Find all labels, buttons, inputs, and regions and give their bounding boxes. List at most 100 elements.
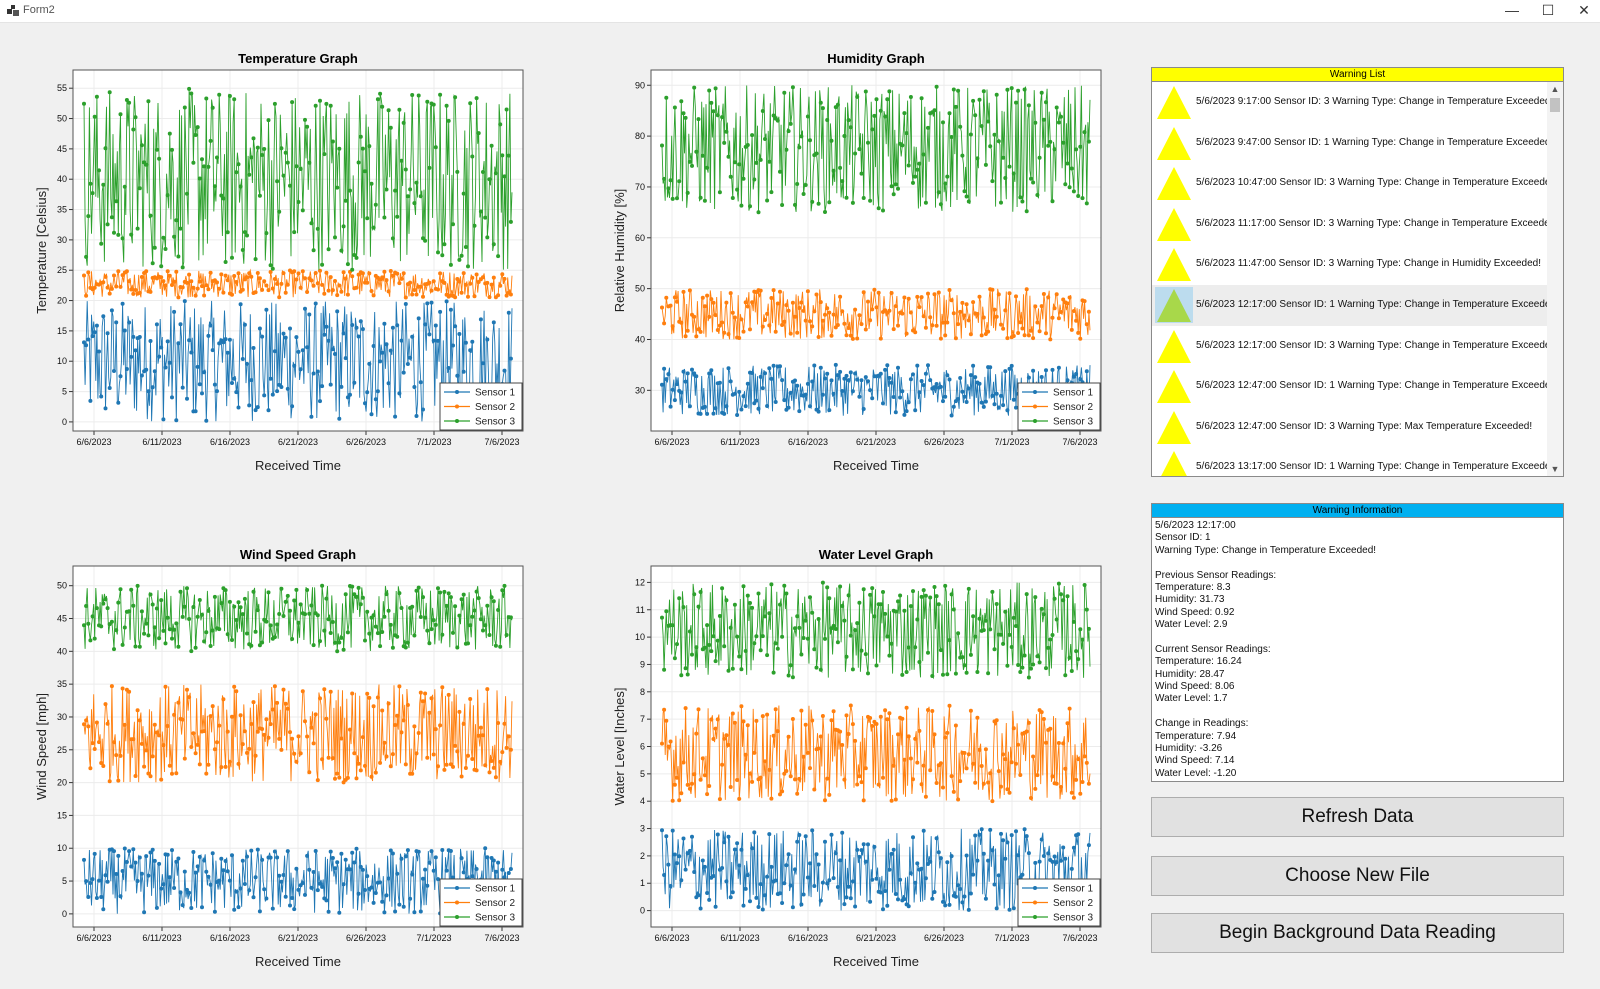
data-point xyxy=(500,867,505,872)
data-point xyxy=(915,760,920,765)
scroll-up-icon[interactable]: ▲ xyxy=(1550,84,1560,94)
data-point xyxy=(1084,322,1089,327)
data-point xyxy=(760,634,765,639)
warning-list-item[interactable]: 5/6/2023 10:47:00 Sensor ID: 3 Warning T… xyxy=(1152,163,1547,204)
data-point xyxy=(960,655,965,660)
data-point xyxy=(504,107,509,112)
data-point xyxy=(977,294,982,299)
close-button[interactable]: ✕ xyxy=(1566,0,1600,22)
data-point xyxy=(698,195,703,200)
data-point xyxy=(277,873,282,878)
data-point xyxy=(253,290,258,295)
data-point xyxy=(161,235,166,240)
data-point xyxy=(960,900,965,905)
refresh-data-button[interactable]: Refresh Data xyxy=(1151,797,1564,837)
warning-list-item[interactable]: 5/6/2023 11:17:00 Sensor ID: 3 Warning T… xyxy=(1152,204,1547,245)
data-point xyxy=(808,404,812,409)
data-point xyxy=(1029,796,1033,800)
data-point xyxy=(1050,367,1055,372)
series-2 xyxy=(82,684,513,785)
data-point xyxy=(932,385,937,390)
data-point xyxy=(360,735,365,740)
data-point xyxy=(754,398,759,403)
data-point xyxy=(750,300,755,305)
data-point xyxy=(866,842,870,847)
data-point xyxy=(960,153,965,158)
plot-frame xyxy=(72,565,524,928)
choose-new-file-button[interactable]: Choose New File xyxy=(1151,856,1564,896)
data-point xyxy=(1001,155,1006,160)
data-point xyxy=(137,855,142,860)
data-point xyxy=(1069,790,1074,795)
warning-list-item[interactable]: 5/6/2023 9:17:00 Sensor ID: 3 Warning Ty… xyxy=(1152,82,1547,123)
data-point xyxy=(86,214,91,219)
data-point xyxy=(844,195,849,200)
data-point xyxy=(979,764,984,768)
data-point xyxy=(728,291,733,296)
data-point xyxy=(288,730,292,735)
warning-list-item[interactable]: 5/6/2023 12:17:00 Sensor ID: 1 Warning T… xyxy=(1152,284,1547,326)
data-point xyxy=(388,764,393,769)
data-point xyxy=(101,764,106,768)
data-point xyxy=(743,404,748,409)
data-point xyxy=(769,376,774,381)
data-point xyxy=(451,630,455,635)
data-point xyxy=(457,613,462,618)
data-point xyxy=(936,190,941,195)
data-point xyxy=(868,716,873,720)
data-point xyxy=(320,583,325,588)
data-point xyxy=(453,604,458,609)
data-point xyxy=(825,881,830,886)
warning-list-scrollbar[interactable]: ▲ ▼ xyxy=(1547,82,1563,476)
data-point xyxy=(846,593,851,598)
data-point xyxy=(122,184,127,189)
data-point xyxy=(842,376,847,381)
warning-info-line xyxy=(1155,557,1560,569)
warning-list-item[interactable]: 5/6/2023 12:47:00 Sensor ID: 3 Warning T… xyxy=(1152,407,1547,448)
data-point xyxy=(223,764,228,769)
data-point xyxy=(279,747,284,752)
data-point xyxy=(309,221,314,226)
warning-list-item[interactable]: 5/6/2023 9:47:00 Sensor ID: 1 Warning Ty… xyxy=(1152,123,1547,164)
data-point xyxy=(1076,757,1081,762)
data-point xyxy=(848,896,853,901)
begin-background-reading-button[interactable]: Begin Background Data Reading xyxy=(1151,913,1564,953)
data-point xyxy=(915,167,920,172)
warning-info-line: Water Level: -1.20 xyxy=(1155,767,1237,779)
scroll-down-icon[interactable]: ▼ xyxy=(1550,464,1560,474)
warning-list[interactable]: Warning List 5/6/2023 9:17:00 Sensor ID:… xyxy=(1151,67,1564,477)
data-point xyxy=(105,606,110,611)
series-1 xyxy=(660,827,1091,913)
legend-entry: Sensor 2 xyxy=(1053,898,1093,909)
data-point xyxy=(808,319,812,324)
data-point xyxy=(124,367,129,371)
data-point xyxy=(82,623,86,628)
warning-list-items[interactable]: 5/6/2023 9:17:00 Sensor ID: 3 Warning Ty… xyxy=(1152,82,1547,476)
data-point xyxy=(300,348,305,353)
data-point xyxy=(410,771,415,776)
data-point xyxy=(889,380,894,385)
warning-list-item[interactable]: 5/6/2023 13:17:00 Sensor ID: 1 Warning T… xyxy=(1152,447,1547,476)
data-point xyxy=(210,628,215,633)
data-point xyxy=(384,342,389,347)
data-point xyxy=(812,884,817,888)
humidity-chart: Humidity Graph 30 40 50 60 70 80 90 6/6/2023 6/11… xyxy=(608,48,1138,488)
warning-list-item[interactable]: 5/6/2023 11:47:00 Sensor ID: 3 Warning T… xyxy=(1152,244,1547,285)
data-point xyxy=(427,280,432,285)
data-point xyxy=(86,724,91,729)
data-point xyxy=(908,604,913,609)
maximize-button[interactable]: ☐ xyxy=(1530,0,1566,22)
data-point xyxy=(934,781,939,785)
data-point xyxy=(478,617,483,622)
minimize-button[interactable]: — xyxy=(1494,0,1530,22)
data-point xyxy=(670,324,675,329)
warning-list-item[interactable]: 5/6/2023 12:47:00 Sensor ID: 1 Warning T… xyxy=(1152,366,1547,407)
legend-marker xyxy=(455,915,459,919)
data-point xyxy=(367,631,372,636)
data-point xyxy=(790,300,795,305)
data-point xyxy=(782,319,787,324)
warning-list-item[interactable]: 5/6/2023 12:17:00 Sensor ID: 3 Warning T… xyxy=(1152,326,1547,367)
scrollbar-thumb[interactable] xyxy=(1550,98,1560,112)
data-point xyxy=(1046,645,1051,650)
